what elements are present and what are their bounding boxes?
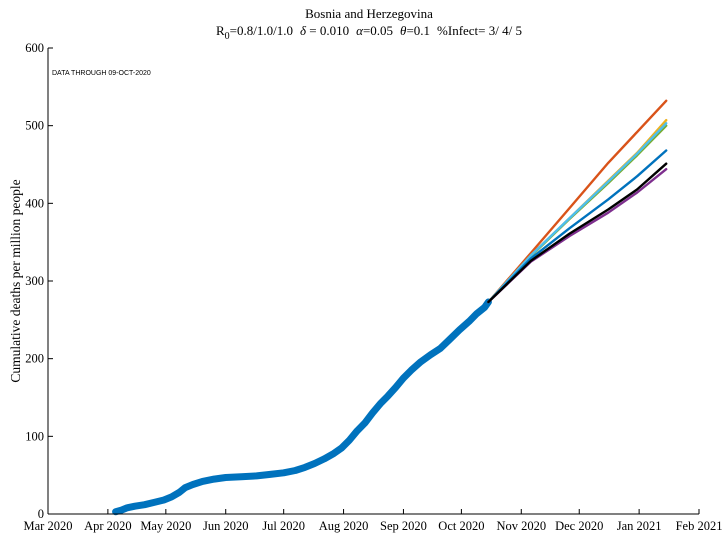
y-tick-label: 500 — [25, 119, 44, 133]
subtitle-infect: %Infect= 3/ 4/ 5 — [437, 23, 522, 38]
x-tick-label: Oct 2020 — [438, 519, 484, 533]
subtitle-theta-symbol: θ — [400, 23, 407, 38]
x-tick-label: Jun 2020 — [203, 519, 249, 533]
series-layer — [112, 99, 668, 516]
x-tick-label: Mar 2020 — [24, 519, 73, 533]
x-tick-label: Dec 2020 — [555, 519, 603, 533]
y-axis-label: Cumulative deaths per million people — [8, 179, 23, 382]
series-projection-line-6 — [487, 168, 668, 304]
x-tick-label: May 2020 — [140, 519, 191, 533]
subtitle-r0-subscript: 0 — [225, 31, 230, 42]
series-projection-line-5 — [487, 149, 668, 304]
y-tick-label: 0 — [38, 507, 44, 521]
series-projection-line-1 — [487, 99, 668, 304]
data-through-annotation: DATA THROUGH 09-OCT-2020 — [52, 70, 151, 77]
x-tick-label: Jul 2020 — [262, 519, 305, 533]
series-projection-line-4 — [487, 122, 668, 304]
y-tick-label: 200 — [25, 352, 44, 366]
chart-title: Bosnia and Herzegovina — [305, 6, 433, 21]
y-tick-label: 400 — [25, 196, 44, 210]
x-tick-label: Aug 2020 — [319, 519, 369, 533]
subtitle-alpha-value: =0.05 — [363, 23, 393, 38]
subtitle-r0-values: =0.8/1.0/1.0 — [230, 23, 293, 38]
subtitle-delta-value: = 0.010 — [306, 23, 349, 38]
y-tick-label: 600 — [25, 41, 44, 55]
y-tick-label: 100 — [25, 429, 44, 443]
x-tick-label: Nov 2020 — [496, 519, 546, 533]
series-projection-line-7 — [487, 162, 668, 304]
x-tick-label: Jan 2021 — [617, 519, 662, 533]
x-tick-label: Feb 2021 — [676, 519, 723, 533]
series-observed-line — [112, 298, 492, 516]
x-tick-label: Sep 2020 — [380, 519, 427, 533]
x-tick-label: Apr 2020 — [84, 519, 132, 533]
y-axis-ticks: 0 100 200 300 400 500 600 — [25, 41, 53, 521]
y-tick-label: 300 — [25, 274, 44, 288]
subtitle-alpha-symbol: α — [356, 23, 364, 38]
chart-subtitle: R0=0.8/1.0/1.0 δ = 0.010 α=0.05 θ=0.1 %Infec… — [216, 23, 522, 42]
x-axis-ticks: Mar 2020 Apr 2020 May 2020 Jun 2020 Jul 2020… — [24, 509, 723, 533]
subtitle-theta-value: =0.1 — [406, 23, 430, 38]
subtitle-delta-symbol: δ — [300, 23, 307, 38]
subtitle-r0-symbol: R — [216, 23, 225, 38]
